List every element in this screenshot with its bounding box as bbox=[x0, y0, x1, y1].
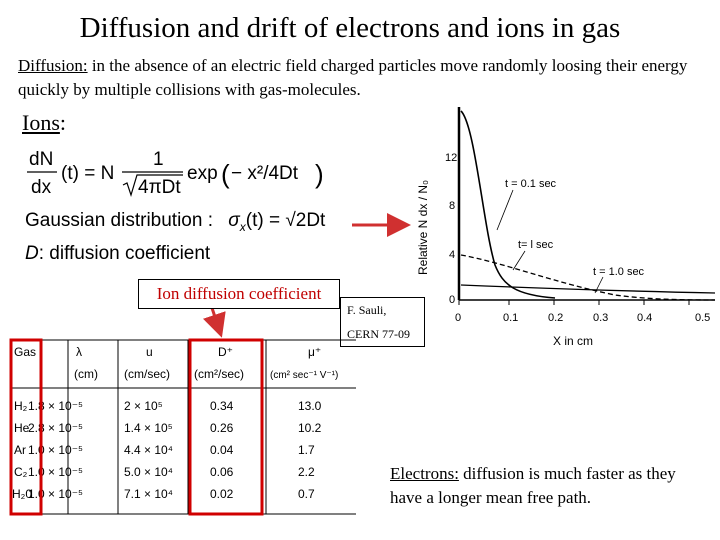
xtick-05: 0.5 bbox=[695, 312, 710, 324]
slide-title: Diffusion and drift of electrons and ion… bbox=[79, 12, 621, 44]
gaussian-label: Gaussian distribution : bbox=[25, 210, 213, 231]
table-row: H₂ 1.8 × 10⁻⁵ 2 × 10⁵ 0.34 13.0 bbox=[14, 399, 322, 413]
eq-exp-arg: − x²/4Dt bbox=[231, 163, 299, 184]
ytick-8: 8 bbox=[449, 200, 455, 212]
cell-u: 5.0 × 10⁴ bbox=[124, 465, 173, 479]
diffusion-graph: Relative N dx / N₀ X in cm 12 8 4 0 0 0.… bbox=[416, 107, 716, 348]
table-row: He 2.8 × 10⁻⁵ 1.4 × 10⁵ 0.26 10.2 bbox=[14, 421, 322, 435]
diffusion-text: in the absence of an electric field char… bbox=[18, 56, 688, 99]
d-symbol: D bbox=[25, 243, 39, 264]
sigma-rhs: (t) = √2Dt bbox=[245, 210, 326, 231]
d-column-highlight bbox=[188, 338, 264, 516]
ytick-12: 12 bbox=[445, 152, 457, 164]
cell-u: 2 × 10⁵ bbox=[124, 399, 163, 413]
cell-lambda: 1.0 × 10⁻⁵ bbox=[28, 465, 83, 479]
ytick-0: 0 bbox=[449, 294, 455, 306]
eq-lhs-num: dN bbox=[29, 149, 53, 170]
sigma-subscript: x bbox=[239, 219, 246, 234]
th-mu: μ⁺ bbox=[308, 345, 321, 359]
ions-colon: : bbox=[59, 110, 67, 135]
cell-mu: 2.2 bbox=[298, 465, 315, 479]
diffusion-label: Diffusion: bbox=[18, 56, 88, 75]
ions-label: Ions bbox=[22, 110, 60, 135]
cell-gas: Ar bbox=[14, 443, 26, 457]
cell-u: 1.4 × 10⁵ bbox=[124, 421, 173, 435]
xtick-04: 0.4 bbox=[637, 312, 652, 324]
cell-gas: C₂ bbox=[14, 465, 28, 479]
unit-u: (cm/sec) bbox=[124, 367, 170, 381]
cell-mu: 0.7 bbox=[298, 487, 315, 501]
diffusion-coeff-line: D: diffusion coefficient bbox=[25, 243, 210, 265]
table-row: C₂ 1.0 × 10⁻⁵ 5.0 × 10⁴ 0.06 2.2 bbox=[14, 465, 315, 479]
table-row: H₂0 1.0 × 10⁻⁵ 7.1 × 10⁴ 0.02 0.7 bbox=[12, 487, 315, 501]
graph-xlabel: X in cm bbox=[553, 334, 593, 348]
xtick-02: 0.2 bbox=[548, 312, 563, 324]
xtick-0: 0 bbox=[455, 312, 461, 324]
eq-exp: exp bbox=[187, 163, 218, 184]
eq-paren-close: ) bbox=[315, 159, 324, 189]
cell-d: 0.06 bbox=[210, 465, 234, 479]
th-d: D⁺ bbox=[218, 345, 233, 359]
sigma-symbol: σ bbox=[228, 210, 240, 231]
cell-lambda: 2.8 × 10⁻⁵ bbox=[28, 421, 83, 435]
citation-line2: CERN 77-09 bbox=[347, 327, 410, 341]
eq-frac-den: 4πDt bbox=[138, 177, 181, 198]
cell-lambda: 1.8 × 10⁻⁵ bbox=[28, 399, 83, 413]
curve-label-1: t= l sec bbox=[518, 239, 554, 251]
cell-gas: He bbox=[14, 421, 30, 435]
arrow-to-column bbox=[202, 307, 226, 338]
curve-label-10: t = 1.0 sec bbox=[593, 266, 645, 278]
cell-d: 0.02 bbox=[210, 487, 234, 501]
unit-lambda: (cm) bbox=[74, 367, 98, 381]
diffusion-coeff-label: : diffusion coefficient bbox=[38, 243, 211, 264]
unit-mu: (cm² sec⁻¹ V⁻¹) bbox=[270, 370, 338, 381]
gas-column-highlight bbox=[9, 338, 43, 516]
cell-u: 7.1 × 10⁴ bbox=[124, 487, 173, 501]
th-u: u bbox=[146, 345, 153, 359]
eq-lhs-arg: (t) = N bbox=[61, 163, 114, 184]
xtick-01: 0.1 bbox=[503, 312, 518, 324]
citation-box: F. Sauli, CERN 77-09 bbox=[340, 297, 425, 347]
citation-line1: F. Sauli, bbox=[347, 303, 387, 317]
cell-gas: H₂0 bbox=[12, 487, 32, 501]
eq-frac-num: 1 bbox=[153, 149, 164, 170]
th-lambda: λ bbox=[76, 345, 82, 359]
diffusion-intro: Diffusion: in the absence of an electric… bbox=[18, 54, 698, 102]
cell-lambda: 1.0 × 10⁻⁵ bbox=[28, 487, 83, 501]
cell-lambda: 1.0 × 10⁻⁵ bbox=[28, 443, 83, 457]
electrons-note: Electrons: diffusion is much faster as t… bbox=[390, 462, 710, 510]
eq-paren-open: ( bbox=[221, 159, 230, 189]
unit-d: (cm²/sec) bbox=[194, 367, 244, 381]
table-row: Ar 1.0 × 10⁻⁵ 4.4 × 10⁴ 0.04 1.7 bbox=[14, 443, 315, 457]
th-gas: Gas bbox=[14, 345, 36, 359]
diffusion-equation: dN dx (t) = N 1 4πDt exp ( − x²/4Dt ) bbox=[27, 149, 324, 198]
cell-d: 0.04 bbox=[210, 443, 234, 457]
cell-mu: 10.2 bbox=[298, 421, 322, 435]
electrons-text: diffusion is much faster as they have a … bbox=[390, 464, 676, 507]
curve-label-01: t = 0.1 sec bbox=[505, 178, 557, 190]
gaussian-line: Gaussian distribution : σx(t) = √2Dt bbox=[25, 210, 325, 234]
cell-u: 4.4 × 10⁴ bbox=[124, 443, 173, 457]
cell-gas: H₂ bbox=[14, 399, 28, 413]
cell-mu: 1.7 bbox=[298, 443, 315, 457]
graph-ylabel: Relative N dx / N₀ bbox=[416, 180, 430, 275]
cell-d: 0.26 bbox=[210, 421, 234, 435]
cell-d: 0.34 bbox=[210, 399, 234, 413]
ytick-4: 4 bbox=[449, 249, 455, 261]
ion-table: Gas λ u D⁺ μ⁺ (cm) (cm/sec) (cm²/sec) (c… bbox=[9, 338, 356, 516]
eq-lhs-den: dx bbox=[31, 177, 52, 198]
xtick-03: 0.3 bbox=[593, 312, 608, 324]
cell-mu: 13.0 bbox=[298, 399, 322, 413]
ions-heading: Ions: bbox=[22, 110, 66, 136]
ion-diffusion-box: Ion diffusion coefficient bbox=[138, 279, 340, 309]
electrons-label: Electrons: bbox=[390, 464, 459, 483]
